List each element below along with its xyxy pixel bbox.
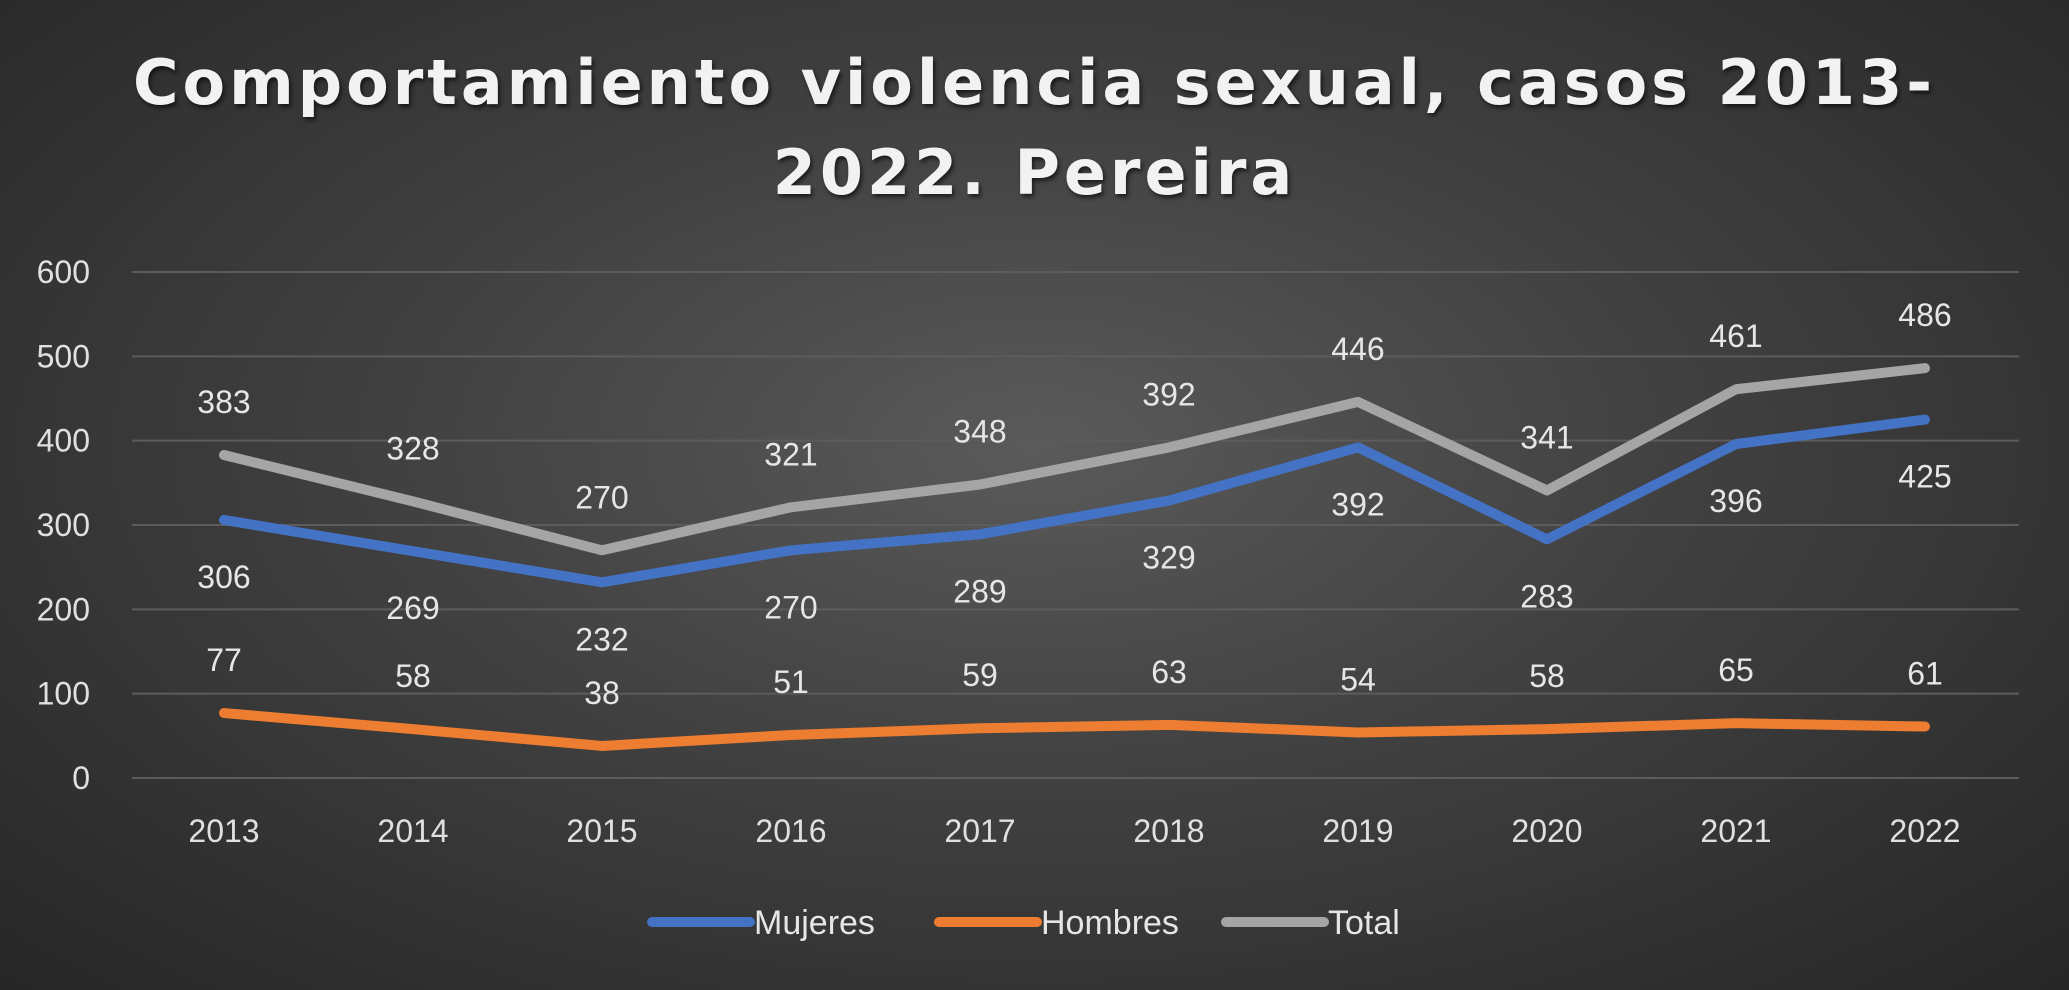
- data-label-mujeres: 289: [953, 573, 1006, 609]
- data-label-hombres: 77: [206, 642, 242, 678]
- y-tick-label: 600: [37, 254, 90, 290]
- series-line-hombres: [219, 708, 1930, 751]
- series-line-total: [219, 363, 1930, 556]
- legend-label-total: Total: [1328, 904, 1400, 942]
- data-label-hombres: 59: [962, 657, 998, 693]
- data-label-total: 341: [1520, 419, 1573, 455]
- chart-title-line-2: 2022. Pereira: [772, 136, 1297, 209]
- y-tick-label: 300: [37, 507, 90, 543]
- data-label-total: 486: [1898, 297, 1951, 333]
- data-label-mujeres: 269: [386, 590, 439, 626]
- data-label-total: 348: [953, 414, 1006, 450]
- data-label-total: 270: [575, 479, 628, 515]
- data-label-total: 321: [764, 436, 817, 472]
- x-tick-label: 2013: [188, 813, 259, 849]
- x-tick-label: 2014: [377, 813, 448, 849]
- data-label-total: 446: [1331, 331, 1384, 367]
- data-label-mujeres: 329: [1142, 540, 1195, 576]
- data-label-total: 461: [1709, 318, 1762, 354]
- x-tick-label: 2018: [1133, 813, 1204, 849]
- y-tick-label: 500: [37, 338, 90, 374]
- y-tick-label: 200: [37, 591, 90, 627]
- data-label-total: 383: [197, 384, 250, 420]
- data-label-mujeres: 396: [1709, 483, 1762, 519]
- data-label-mujeres: 425: [1898, 459, 1951, 495]
- chart-title-line-1: Comportamiento violencia sexual, casos 2…: [133, 46, 1936, 119]
- data-label-hombres: 61: [1907, 656, 1943, 692]
- data-label-hombres: 51: [773, 664, 809, 700]
- y-tick-label: 400: [37, 423, 90, 459]
- x-tick-label: 2019: [1322, 813, 1393, 849]
- series-line-mujeres: [219, 414, 1930, 588]
- chart-title: Comportamiento violencia sexual, casos 2…: [0, 38, 2069, 218]
- data-label-hombres: 65: [1718, 652, 1754, 688]
- legend-label-hombres: Hombres: [1041, 904, 1179, 942]
- data-label-mujeres: 270: [764, 589, 817, 625]
- data-label-hombres: 58: [395, 658, 431, 694]
- data-label-hombres: 63: [1151, 654, 1187, 690]
- data-label-mujeres: 392: [1331, 486, 1384, 522]
- legend-label-mujeres: Mujeres: [754, 904, 875, 942]
- x-tick-label: 2022: [1889, 813, 1960, 849]
- data-label-hombres: 38: [584, 675, 620, 711]
- x-tick-label: 2016: [755, 813, 826, 849]
- data-label-mujeres: 306: [197, 559, 250, 595]
- x-tick-label: 2020: [1511, 813, 1582, 849]
- y-tick-label: 0: [72, 760, 90, 796]
- data-label-hombres: 58: [1529, 658, 1565, 694]
- data-label-hombres: 54: [1340, 661, 1376, 697]
- x-tick-label: 2017: [944, 813, 1015, 849]
- data-label-total: 328: [386, 430, 439, 466]
- y-tick-label: 100: [37, 676, 90, 712]
- data-label-mujeres: 232: [575, 621, 628, 657]
- x-tick-label: 2015: [566, 813, 637, 849]
- data-label-mujeres: 283: [1520, 578, 1573, 614]
- x-tick-label: 2021: [1700, 813, 1771, 849]
- data-label-total: 392: [1142, 376, 1195, 412]
